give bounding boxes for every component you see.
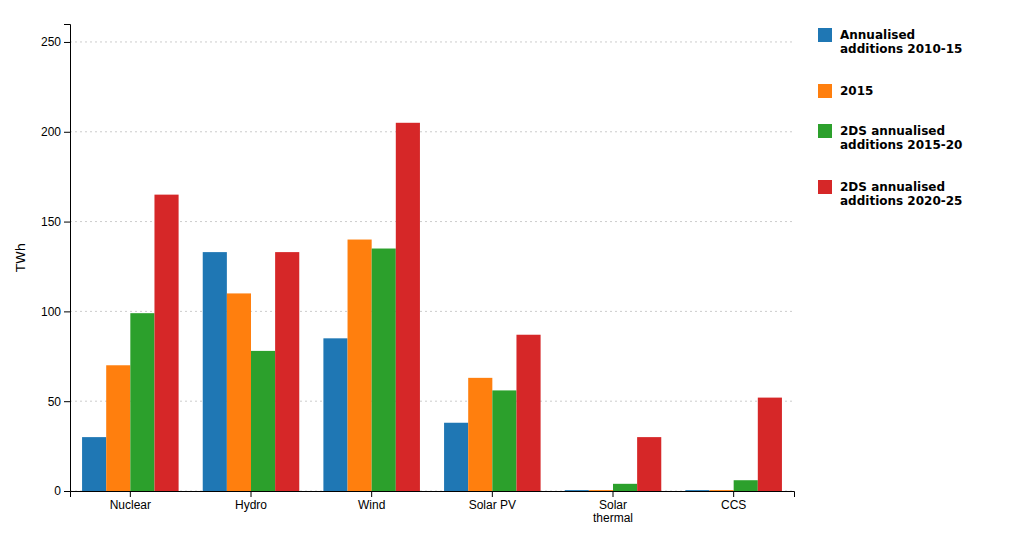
legend: Annualisedadditions 2010-15 2015 2DS annua… — [818, 28, 962, 208]
bars — [82, 123, 782, 491]
legend-label: Annualisedadditions 2010-15 — [840, 28, 962, 56]
grid-line — [70, 221, 794, 222]
legend-item: 2DS annualisedadditions 2015-20 — [818, 124, 962, 152]
legend-item: 2015 — [818, 84, 873, 98]
x-tick: Nuclear — [110, 491, 151, 512]
legend-swatch — [818, 84, 832, 98]
y-tick-mark — [64, 132, 70, 133]
x-tick-label: Wind — [358, 498, 385, 512]
y-axis: 0 50 100 150 200 250 — [41, 25, 71, 499]
plot: 0 50 100 150 200 250 Nuclear Hydro Wind Solar PV S… — [41, 25, 795, 526]
legend-label: 2DS annualisedadditions 2015-20 — [840, 124, 962, 152]
y-tick: 50 — [48, 395, 70, 409]
bar — [565, 490, 589, 491]
x-tick-label: Solar PV — [469, 498, 516, 512]
x-tick: Solarthermal — [593, 491, 633, 525]
bar — [82, 437, 106, 491]
y-tick-mark — [64, 491, 70, 492]
y-tick: 0 — [54, 484, 70, 498]
bar — [734, 480, 758, 491]
y-tick-label: 100 — [41, 305, 61, 319]
bar — [444, 423, 468, 491]
bar — [613, 484, 637, 491]
bar — [589, 490, 613, 491]
legend-item: 2DS annualisedadditions 2020-25 — [818, 180, 962, 208]
grid-line — [70, 311, 794, 312]
bar — [106, 365, 130, 491]
legend-label: 2015 — [840, 84, 873, 98]
x-tick-label: Nuclear — [110, 498, 151, 512]
x-tick-mark — [371, 491, 372, 497]
bar — [396, 123, 420, 491]
x-tick-mark — [492, 491, 493, 497]
grid-line — [70, 41, 794, 42]
y-tick-label: 150 — [41, 215, 61, 229]
x-tick-label: CCS — [721, 498, 746, 512]
bar — [348, 240, 372, 491]
y-axis-line — [64, 25, 71, 492]
y-tick-mark — [64, 311, 70, 312]
y-tick: 150 — [41, 215, 70, 229]
bar — [275, 252, 299, 491]
bar — [710, 490, 734, 491]
y-tick: 100 — [41, 305, 70, 319]
y-axis-title: TWh — [13, 243, 28, 273]
legend-swatch — [818, 180, 832, 194]
bar — [685, 490, 709, 491]
x-tick: Wind — [358, 491, 385, 512]
y-tick: 200 — [41, 125, 70, 139]
bar — [203, 252, 227, 491]
x-tick-label: Hydro — [235, 498, 267, 512]
x-tick: Hydro — [235, 491, 267, 512]
bar — [130, 313, 154, 491]
y-tick-mark — [64, 42, 70, 43]
bar — [154, 195, 178, 491]
bar — [637, 437, 661, 491]
y-tick-label: 50 — [48, 395, 62, 409]
x-tick: CCS — [721, 491, 746, 512]
bar — [468, 378, 492, 491]
x-axis: Nuclear Hydro Wind Solar PV Solarthermal CCS — [71, 491, 795, 525]
y-tick: 250 — [41, 35, 70, 49]
bar — [516, 335, 540, 491]
bar — [758, 398, 782, 491]
bar-series — [154, 123, 781, 491]
y-tick-mark — [64, 222, 70, 223]
bar — [323, 338, 347, 491]
x-tick-mark — [613, 491, 614, 497]
y-tick-mark — [64, 401, 70, 402]
bar — [227, 293, 251, 491]
grid-line — [70, 131, 794, 132]
legend-swatch — [818, 28, 832, 42]
x-tick-mark — [251, 491, 252, 497]
x-tick-label: Solarthermal — [593, 498, 633, 526]
x-tick-mark — [130, 491, 131, 497]
legend-swatch — [818, 124, 832, 138]
bar-series — [106, 240, 733, 491]
bar — [251, 351, 275, 491]
bar-series — [130, 249, 757, 491]
y-tick-label: 0 — [54, 484, 61, 498]
grid-line — [70, 401, 794, 402]
legend-item: Annualisedadditions 2010-15 — [818, 28, 962, 56]
y-tick-label: 200 — [41, 125, 61, 139]
bar — [492, 390, 516, 491]
bar — [372, 249, 396, 491]
x-tick-mark — [733, 491, 734, 497]
legend-label: 2DS annualisedadditions 2020-25 — [840, 180, 962, 208]
grid — [70, 42, 794, 491]
y-tick-label: 250 — [41, 35, 61, 49]
chart: 0 50 100 150 200 250 Nuclear Hydro Wind Solar PV S… — [0, 0, 1024, 551]
x-tick: Solar PV — [469, 491, 516, 512]
x-axis-line — [71, 492, 795, 498]
